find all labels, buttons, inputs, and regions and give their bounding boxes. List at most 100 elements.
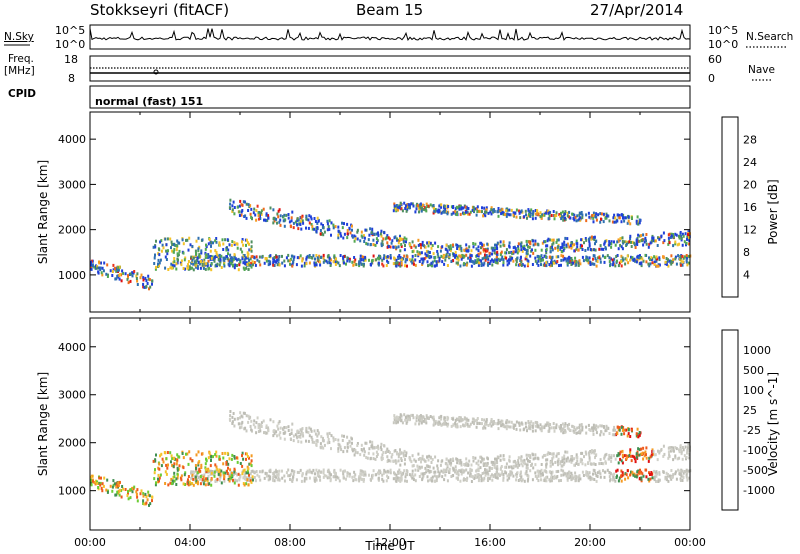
- velocity-echo: [199, 482, 202, 486]
- power-echo: [449, 244, 452, 248]
- velocity-echo: [300, 428, 303, 432]
- power-echo: [330, 221, 333, 225]
- velocity-echo: [418, 415, 421, 419]
- velocity-echo: [474, 474, 477, 478]
- velocity-echo: [337, 447, 340, 451]
- velocity-echo: [639, 468, 641, 472]
- power-echo: [610, 242, 613, 246]
- power-echo: [281, 261, 284, 265]
- velocity-echo: [472, 475, 474, 479]
- power-echo: [256, 258, 259, 262]
- power-echo: [536, 261, 539, 265]
- power-echo: [522, 247, 525, 250]
- velocity-echo: [560, 464, 563, 468]
- power-echo: [620, 245, 623, 249]
- velocity-echo: [169, 451, 172, 455]
- power-echo: [372, 243, 375, 247]
- velocity-echo: [459, 425, 462, 429]
- velocity-echo: [541, 425, 543, 429]
- power-echo: [380, 234, 383, 238]
- velocity-echo: [491, 463, 494, 467]
- velocity-echo: [415, 419, 418, 423]
- velocity-echo: [172, 464, 175, 468]
- power-echo: [201, 263, 204, 266]
- velocity-echo: [545, 476, 548, 480]
- colorbar-tick: 1000: [743, 344, 771, 357]
- velocity-echo: [681, 469, 684, 473]
- power-echo: [171, 264, 174, 268]
- velocity-echo: [534, 456, 537, 460]
- velocity-echo: [545, 423, 548, 427]
- velocity-echo: [166, 466, 169, 470]
- colorbar-tick: -100: [743, 444, 768, 457]
- power-echo: [438, 204, 441, 208]
- velocity-echo: [386, 455, 389, 459]
- velocity-echo: [585, 473, 588, 477]
- power-echo: [631, 256, 634, 260]
- power-echo: [667, 242, 670, 246]
- power-echo: [111, 270, 114, 273]
- power-echo: [675, 233, 678, 237]
- power-echo: [502, 263, 505, 267]
- power-echo: [469, 254, 472, 258]
- power-echo: [397, 245, 400, 249]
- power-echo: [438, 259, 441, 263]
- velocity-echo: [375, 455, 378, 458]
- velocity-echo: [172, 457, 175, 461]
- power-echo: [651, 261, 654, 265]
- power-echo: [244, 257, 247, 261]
- power-echo: [375, 258, 378, 262]
- velocity-echo: [468, 424, 471, 428]
- velocity-echo: [323, 474, 326, 477]
- velocity-echo: [467, 463, 470, 467]
- velocity-echo: [395, 451, 398, 454]
- velocity-echo: [616, 454, 619, 458]
- power-echo: [508, 251, 510, 255]
- velocity-echo: [368, 473, 370, 477]
- velocity-echo: [490, 418, 493, 421]
- velocity-echo: [178, 464, 181, 468]
- power-echo: [318, 254, 321, 258]
- velocity-echo: [680, 448, 682, 452]
- ytick-label: 1000: [58, 269, 86, 282]
- power-echo: [557, 255, 560, 259]
- power-echo: [124, 272, 127, 276]
- velocity-echo: [170, 454, 173, 458]
- power-echo: [581, 248, 584, 251]
- velocity-echo: [394, 449, 397, 452]
- velocity-echo: [334, 475, 337, 478]
- power-echo: [241, 257, 244, 261]
- power-echo: [472, 260, 474, 264]
- power-echo: [551, 243, 554, 247]
- power-echo: [321, 225, 324, 229]
- velocity-echo: [562, 473, 565, 477]
- velocity-echo: [281, 476, 284, 480]
- velocity-echo: [325, 474, 328, 478]
- velocity-echo: [237, 483, 240, 487]
- power-echo: [313, 227, 316, 231]
- velocity-echo: [195, 479, 198, 483]
- velocity-echo: [233, 467, 236, 471]
- power-echo: [463, 262, 465, 266]
- power-echo: [241, 240, 243, 244]
- velocity-echo: [426, 455, 429, 459]
- velocity-echo: [608, 432, 611, 435]
- power-echo: [342, 255, 345, 259]
- velocity-echo: [160, 452, 163, 456]
- velocity-echo: [99, 483, 102, 487]
- velocity-echo: [483, 462, 486, 466]
- power-echo: [341, 226, 344, 230]
- power-echo: [553, 261, 555, 265]
- power-echo: [195, 252, 197, 256]
- colorbar-tick: -1000: [743, 484, 775, 497]
- power-echo: [450, 247, 453, 251]
- velocity-echo: [465, 417, 468, 421]
- power-echo: [386, 245, 389, 249]
- velocity-echo: [515, 475, 518, 479]
- power-echo: [640, 261, 643, 265]
- power-echo: [675, 262, 678, 266]
- power-echo: [100, 271, 103, 275]
- power-echo: [348, 257, 351, 261]
- velocity-echo: [678, 450, 681, 454]
- velocity-echo: [285, 426, 288, 430]
